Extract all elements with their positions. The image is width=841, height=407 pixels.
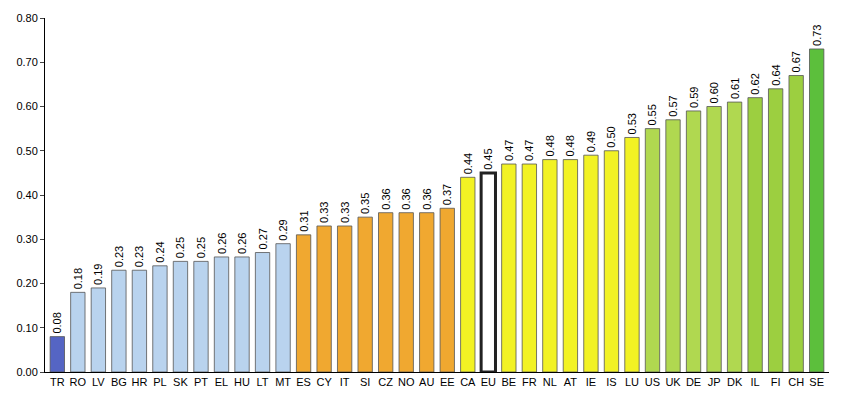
svg-text:IS: IS [606,376,616,388]
svg-text:0.20: 0.20 [16,277,37,289]
svg-text:MT: MT [275,376,291,388]
svg-text:0.60: 0.60 [708,82,720,103]
svg-text:US: US [645,376,660,388]
svg-text:0.24: 0.24 [154,241,166,262]
svg-text:ES: ES [296,376,311,388]
svg-text:0.26: 0.26 [236,233,248,254]
svg-text:0.70: 0.70 [16,56,37,68]
svg-text:0.31: 0.31 [298,210,310,231]
svg-text:0.30: 0.30 [16,233,37,245]
svg-text:0.37: 0.37 [441,184,453,205]
svg-text:IE: IE [586,376,596,388]
svg-text:0.27: 0.27 [257,228,269,249]
svg-text:UK: UK [665,376,681,388]
svg-text:0.23: 0.23 [133,246,145,267]
svg-text:0.47: 0.47 [503,140,515,161]
svg-text:EE: EE [440,376,455,388]
svg-text:0.35: 0.35 [359,193,371,214]
svg-text:NL: NL [543,376,557,388]
svg-text:PL: PL [153,376,166,388]
svg-text:SE: SE [809,376,824,388]
svg-text:0.08: 0.08 [51,312,63,333]
svg-text:0.29: 0.29 [277,219,289,240]
svg-text:0.48: 0.48 [564,135,576,156]
svg-text:HU: HU [234,376,250,388]
svg-text:FR: FR [522,376,537,388]
svg-text:0.80: 0.80 [16,12,37,24]
svg-text:0.64: 0.64 [770,64,782,85]
svg-text:CZ: CZ [378,376,393,388]
svg-text:0.50: 0.50 [605,126,617,147]
svg-text:0.55: 0.55 [646,104,658,125]
svg-text:0.49: 0.49 [585,131,597,152]
svg-text:0.67: 0.67 [790,51,802,72]
svg-text:JP: JP [708,376,721,388]
svg-text:DK: DK [727,376,743,388]
svg-text:HR: HR [131,376,147,388]
svg-text:0.18: 0.18 [72,268,84,289]
svg-text:0.50: 0.50 [16,145,37,157]
svg-text:0.61: 0.61 [729,78,741,99]
svg-text:0.48: 0.48 [544,135,556,156]
svg-text:0.57: 0.57 [667,95,679,116]
svg-text:DE: DE [686,376,701,388]
svg-text:0.73: 0.73 [811,25,823,46]
svg-text:0.40: 0.40 [16,189,37,201]
svg-text:0.36: 0.36 [380,188,392,209]
svg-text:FI: FI [771,376,781,388]
svg-text:EU: EU [481,376,496,388]
svg-text:0.47: 0.47 [523,140,535,161]
svg-text:LU: LU [625,376,639,388]
svg-text:CA: CA [460,376,476,388]
svg-text:EL: EL [215,376,228,388]
svg-text:AU: AU [419,376,434,388]
svg-text:0.53: 0.53 [626,113,638,134]
svg-text:NO: NO [398,376,415,388]
svg-text:0.59: 0.59 [688,87,700,108]
svg-text:0.62: 0.62 [749,73,761,94]
svg-text:0.36: 0.36 [421,188,433,209]
svg-text:IT: IT [340,376,350,388]
svg-text:CY: CY [316,376,332,388]
svg-text:AT: AT [564,376,578,388]
svg-text:0.10: 0.10 [16,322,37,334]
svg-text:0.33: 0.33 [318,202,330,223]
svg-text:RO: RO [70,376,87,388]
svg-text:SI: SI [360,376,370,388]
svg-text:0.23: 0.23 [113,246,125,267]
svg-text:0.26: 0.26 [216,233,228,254]
svg-text:0.33: 0.33 [339,202,351,223]
svg-text:TR: TR [50,376,65,388]
svg-text:0.60: 0.60 [16,100,37,112]
svg-text:0.45: 0.45 [482,148,494,169]
svg-text:LT: LT [257,376,269,388]
svg-text:CH: CH [788,376,804,388]
svg-text:0.25: 0.25 [174,237,186,258]
svg-text:BE: BE [501,376,516,388]
svg-text:0.19: 0.19 [92,264,104,285]
svg-text:0.36: 0.36 [400,188,412,209]
svg-text:0.44: 0.44 [462,153,474,174]
svg-text:PT: PT [194,376,208,388]
svg-text:SK: SK [173,376,188,388]
svg-text:LV: LV [92,376,105,388]
svg-text:0.00: 0.00 [16,366,37,378]
svg-text:0.25: 0.25 [195,237,207,258]
svg-text:BG: BG [111,376,127,388]
svg-text:IL: IL [751,376,760,388]
